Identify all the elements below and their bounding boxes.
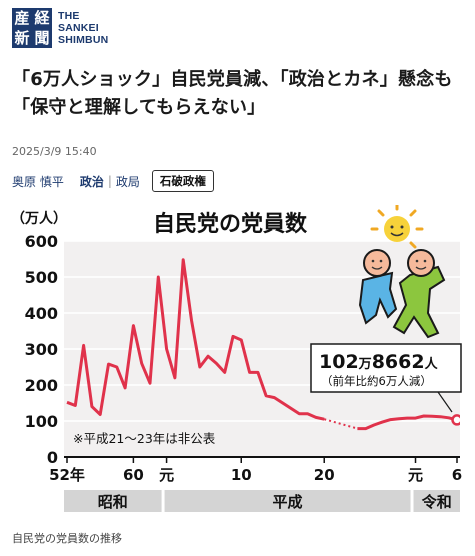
era-label: 令和: [422, 493, 452, 511]
category-separator: |: [107, 174, 112, 188]
x-tick-label: 元: [408, 466, 423, 484]
era-label: 昭和: [98, 493, 128, 511]
logo-mark: 産 経 新 聞: [12, 8, 52, 48]
sankei-logo[interactable]: 産 経 新 聞 THE SANKEI SHIMBUN: [12, 8, 108, 48]
y-tick-label: 400: [25, 304, 58, 323]
green-person-icon: [392, 249, 446, 339]
logo-line: SHIMBUN: [58, 34, 109, 46]
series-line: [66, 258, 325, 421]
callout-value: 102万8662人: [319, 351, 439, 373]
membership-chart-figure: 0 100 200 300 400 500 600 （万人） 自民党の党員数: [8, 205, 468, 520]
era-label: 平成: [273, 493, 303, 511]
logo-char: 産: [14, 9, 30, 27]
y-tick-label: 300: [25, 340, 58, 359]
topic-tag[interactable]: 石破政権: [151, 170, 214, 192]
y-axis-label: （万人）: [11, 210, 67, 227]
x-tick-label: 元: [159, 466, 174, 484]
callout-value-part: 102: [319, 351, 359, 373]
x-tick-label: 52年: [49, 466, 85, 484]
x-tick-label: 6: [452, 466, 462, 484]
era-bands: 昭和 平成 令和: [64, 490, 460, 512]
latest-value-callout: 102万8662人 （前年比約6万人減）: [310, 343, 462, 413]
chart-note: ※平成21～23年は非公表: [73, 431, 216, 446]
category-link[interactable]: 政治: [79, 174, 104, 189]
chart-title: 自民党の党員数: [153, 211, 308, 237]
figure-caption: 自民党の党員数の推移: [12, 532, 122, 545]
y-tick-label: 600: [25, 232, 58, 251]
logo-char: 聞: [34, 29, 50, 47]
y-tick-label: 200: [25, 376, 58, 395]
callout-box: [310, 343, 462, 393]
article-headline: 「6万人ショック」自民党員減、「政治とカネ」懸念も「保守と理解してもらえない」: [12, 69, 453, 118]
article-timestamp: 2025/3/9 15:40: [12, 145, 97, 158]
era-band: [413, 490, 460, 512]
logo-wordmark: THE SANKEI SHIMBUN: [58, 10, 108, 46]
callout-pointer: [437, 391, 453, 413]
callout-value-part: 8662: [372, 351, 425, 373]
x-tick-label: 10: [231, 466, 252, 484]
subcategory-link[interactable]: 政局: [115, 174, 140, 189]
blue-person-icon: [358, 249, 398, 325]
membership-series: [66, 258, 460, 431]
callout-value-part: 人: [425, 356, 439, 372]
membership-chart: 0 100 200 300 400 500 600 （万人） 自民党の党員数: [11, 205, 462, 512]
series-gap-line: [323, 418, 358, 430]
callout-sub: （前年比約6万人減）: [321, 374, 432, 388]
era-band: [64, 490, 162, 512]
era-band: [164, 490, 411, 512]
x-tick-label: 20: [314, 466, 335, 484]
x-tick-label: 60: [123, 466, 144, 484]
mascot-illustration: [358, 205, 446, 339]
y-tick-label: 500: [25, 268, 58, 287]
sun-icon: [370, 205, 424, 249]
y-axis: 0 100 200 300 400 500 600: [25, 232, 460, 467]
byline: 奥原 慎平 政治 | 政局 石破政権: [12, 170, 214, 192]
latest-point: [451, 414, 460, 426]
author-link[interactable]: 奥原 慎平: [12, 174, 64, 189]
logo-line: SANKEI: [58, 22, 99, 34]
y-tick-label: 100: [25, 412, 58, 431]
y-tick-label: 0: [47, 448, 58, 467]
callout-value-part: 万: [358, 357, 372, 372]
logo-char: 経: [34, 9, 50, 27]
logo-char: 新: [14, 29, 30, 47]
x-axis: 52年 60 元 10 20 元 6: [49, 457, 462, 484]
series-line: [357, 414, 458, 431]
logo-line: THE: [58, 10, 80, 22]
